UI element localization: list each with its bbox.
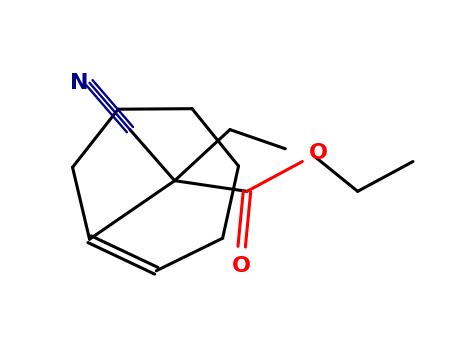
Text: O: O (309, 143, 328, 163)
Text: N: N (70, 73, 88, 93)
Text: O: O (232, 256, 251, 276)
